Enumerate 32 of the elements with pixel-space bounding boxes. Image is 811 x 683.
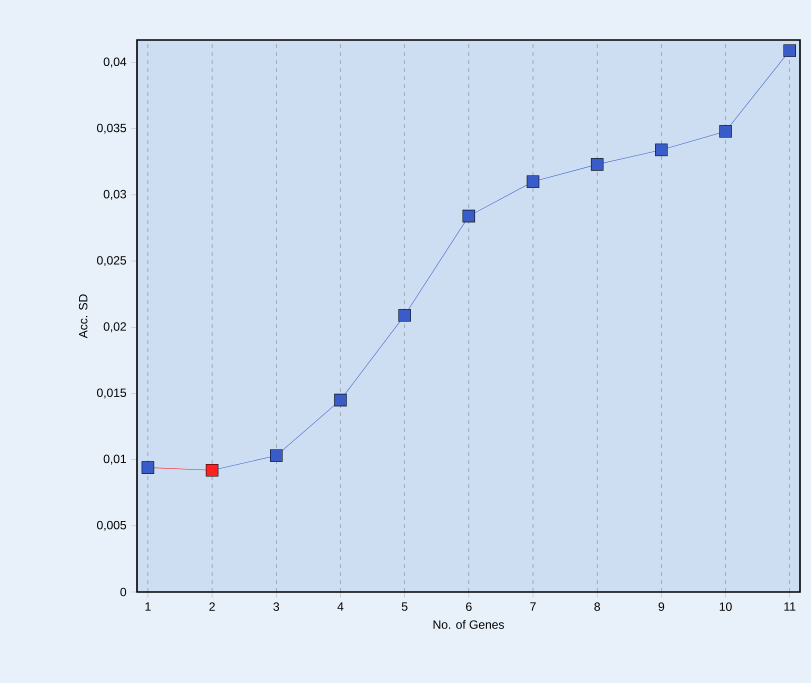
x-tick-label: 11	[784, 602, 796, 611]
point	[719, 125, 732, 138]
point	[526, 175, 540, 188]
y-tick-label: 0,025	[97, 256, 126, 266]
point	[590, 158, 604, 171]
x-tick-label: 1	[145, 602, 151, 611]
x-tick-label: 3	[273, 602, 280, 611]
point	[783, 44, 796, 57]
y-tick-label: 0,015	[97, 388, 126, 398]
x-tick-label: 10	[720, 602, 732, 611]
point	[398, 309, 411, 322]
x-tick-label: 4	[337, 602, 344, 611]
x-tick-label: 9	[658, 602, 664, 611]
x-tick-label: 5	[402, 602, 408, 611]
y-tick-label: 0,035	[97, 124, 126, 134]
y-tick-label: 0,03	[104, 190, 126, 200]
y-tick-label: 0	[120, 588, 126, 596]
point	[206, 464, 218, 476]
x-axis-title: No. of Genes	[434, 620, 504, 629]
y-tick-label: 0,01	[104, 454, 126, 465]
point	[334, 394, 347, 406]
y-tick-label: 0,02	[104, 322, 126, 332]
point	[462, 210, 476, 222]
x-tick-label: 8	[594, 602, 600, 611]
y-tick-label: 0,04	[104, 58, 126, 68]
x-tick-label: 2	[209, 602, 215, 611]
point	[655, 144, 668, 156]
y-axis-title: Acc. SD	[78, 294, 88, 338]
point	[270, 449, 283, 462]
y-tick-label: 0,005	[97, 520, 126, 531]
x-tick-label: 7	[530, 602, 536, 611]
x-tick-label: 6	[466, 602, 472, 611]
